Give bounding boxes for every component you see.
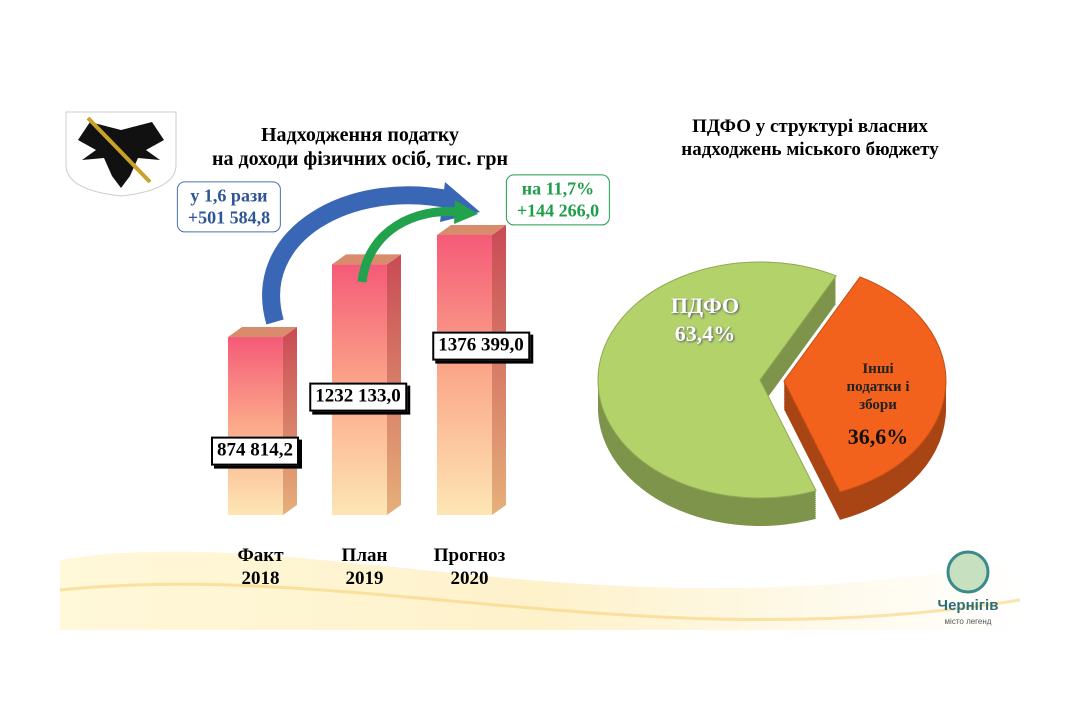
growth-arrow: [357, 207, 459, 283]
chart-title: ПДФО у структурі власних надходжень місь…: [681, 116, 939, 160]
logo-mark: [946, 550, 990, 594]
growth-arrow: [262, 186, 454, 325]
value-label: 1376 399,0: [432, 331, 530, 361]
bar-top: [228, 327, 297, 338]
bar-side: [492, 225, 506, 515]
bar: [437, 235, 492, 515]
value-label: 1232 133,0: [309, 382, 407, 412]
bar-top: [437, 225, 506, 235]
chart-title: Надходження податку на доходи фізичних о…: [211, 124, 509, 170]
bar: [228, 337, 283, 515]
x-tick-label: Факт 2018: [237, 545, 284, 589]
background-wave: [60, 551, 1020, 630]
annotation: на 11,7% +144 266,0: [505, 174, 611, 226]
background-line: [59, 582, 1021, 622]
slice-label: Інші податки і збори: [846, 361, 910, 413]
bar-side: [283, 327, 297, 515]
slice-value: 36,6%: [847, 423, 909, 449]
slice: [783, 276, 947, 493]
slice-value: 63,4%: [674, 320, 736, 346]
logo-name: Чернігів: [937, 597, 999, 614]
x-tick-label: Прогноз 2020: [433, 545, 506, 589]
logo-tagline: місто легенд: [944, 617, 992, 627]
x-tick-label: План 2019: [341, 545, 388, 589]
slice: [597, 261, 837, 499]
coat-of-arms: [65, 111, 177, 197]
slice-label: ПДФО: [670, 292, 740, 318]
growth-arrow-head: [454, 200, 478, 224]
annotation: у 1,6 рази +501 584,8: [176, 181, 282, 233]
value-label: 874 814,2: [211, 436, 299, 466]
